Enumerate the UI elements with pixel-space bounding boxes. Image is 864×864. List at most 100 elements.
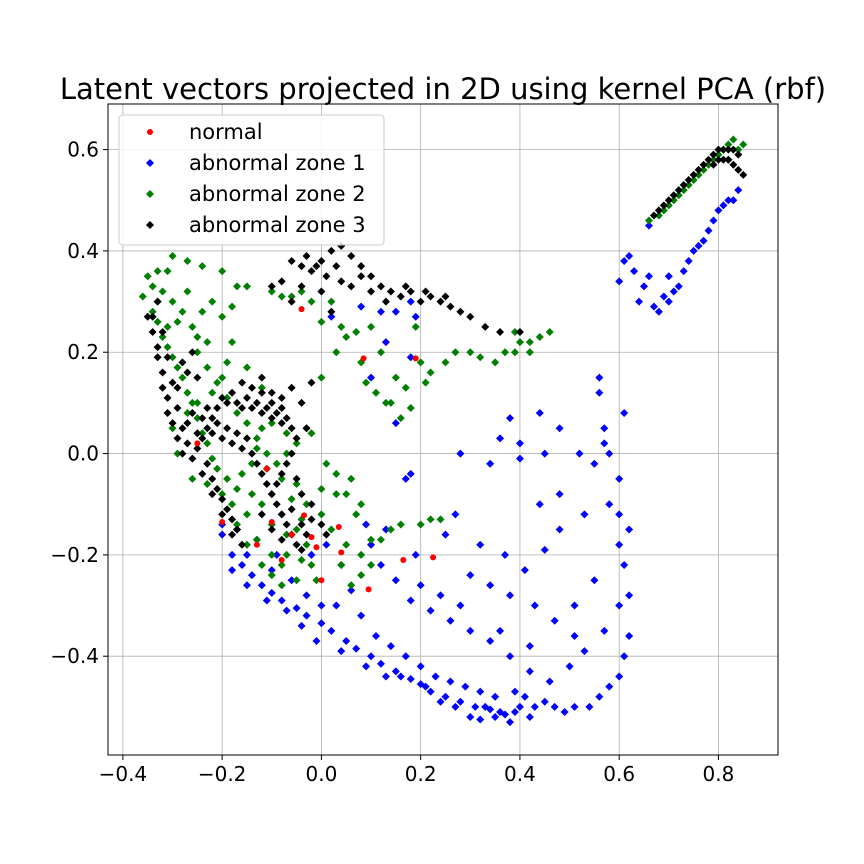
data-point <box>188 474 197 483</box>
data-point <box>501 348 510 357</box>
data-point <box>515 338 524 347</box>
data-point <box>322 540 331 549</box>
data-point <box>287 383 296 392</box>
data-point <box>163 353 172 362</box>
data-point <box>322 272 331 281</box>
data-point <box>292 439 301 448</box>
data-point <box>218 495 227 504</box>
data-point <box>724 155 733 164</box>
data-point <box>257 581 266 590</box>
data-point <box>188 348 197 357</box>
data-point <box>168 424 177 433</box>
data-point <box>277 561 286 570</box>
data-point <box>307 429 316 438</box>
data-point <box>267 588 276 597</box>
data-point <box>664 196 673 205</box>
data-point <box>570 631 579 640</box>
data-point <box>381 297 390 306</box>
y-tick-label: −0.4 <box>50 644 99 668</box>
data-point <box>242 393 251 402</box>
data-point <box>327 525 336 534</box>
data-point <box>317 510 326 519</box>
data-point <box>406 297 415 306</box>
data-point <box>208 474 217 483</box>
data-point <box>292 525 301 534</box>
data-point <box>213 485 222 494</box>
data-point <box>664 201 673 210</box>
data-point <box>570 601 579 610</box>
data-point <box>233 520 242 529</box>
data-point <box>262 449 271 458</box>
data-point <box>233 398 242 407</box>
data-point <box>252 459 261 468</box>
data-point <box>347 586 356 595</box>
data-point <box>590 576 599 585</box>
data-point <box>282 520 291 529</box>
data-point <box>600 439 609 448</box>
data-point <box>148 307 157 316</box>
data-point <box>183 409 192 418</box>
data-point <box>267 571 276 580</box>
data-point <box>595 373 604 382</box>
data-point <box>580 647 589 656</box>
x-tick-label: −0.4 <box>99 762 148 786</box>
data-point <box>659 206 668 215</box>
data-point <box>724 140 733 149</box>
data-point <box>168 378 177 387</box>
data-point <box>153 267 162 276</box>
data-point <box>515 454 524 463</box>
data-point <box>252 398 261 407</box>
data-point <box>347 251 356 260</box>
data-point <box>203 338 212 347</box>
data-point <box>282 530 291 539</box>
data-point <box>153 297 162 306</box>
data-point <box>158 333 167 342</box>
data-point <box>178 424 187 433</box>
data-point <box>282 449 291 458</box>
data-point <box>287 495 296 504</box>
data-point <box>277 596 286 605</box>
data-point <box>426 292 435 301</box>
data-point <box>148 312 157 321</box>
data-point <box>704 226 713 235</box>
data-point <box>367 535 376 544</box>
data-point <box>441 530 450 539</box>
data-point <box>173 317 182 326</box>
data-point <box>203 424 212 433</box>
data-point <box>257 469 266 478</box>
data-point <box>416 358 425 367</box>
data-point <box>659 201 668 210</box>
data-point <box>332 262 341 271</box>
data-point <box>208 429 217 438</box>
data-point <box>699 236 708 245</box>
data-point <box>272 550 281 559</box>
data-point <box>386 642 395 651</box>
data-point <box>218 490 227 499</box>
data-point <box>253 541 260 548</box>
data-point <box>426 606 435 615</box>
data-point <box>724 145 733 154</box>
y-tick-label: 0.0 <box>67 442 99 466</box>
data-point <box>729 145 738 154</box>
data-point <box>400 556 407 563</box>
data-point <box>491 713 500 722</box>
data-point <box>501 550 510 559</box>
data-point <box>327 297 336 306</box>
y-tick-label: 0.2 <box>67 340 99 364</box>
data-point <box>247 383 256 392</box>
data-point <box>218 373 227 382</box>
data-point <box>486 637 495 646</box>
legend-marker <box>146 190 154 198</box>
data-point <box>228 566 237 575</box>
data-point <box>550 702 559 711</box>
data-point <box>317 520 326 529</box>
data-point <box>302 424 311 433</box>
data-point <box>282 606 291 615</box>
data-point <box>188 454 197 463</box>
data-point <box>372 631 380 640</box>
data-point <box>318 577 325 584</box>
series-0 <box>194 306 437 593</box>
data-point <box>287 576 296 585</box>
x-tick-label: 0.0 <box>306 762 338 786</box>
data-point <box>620 652 629 661</box>
